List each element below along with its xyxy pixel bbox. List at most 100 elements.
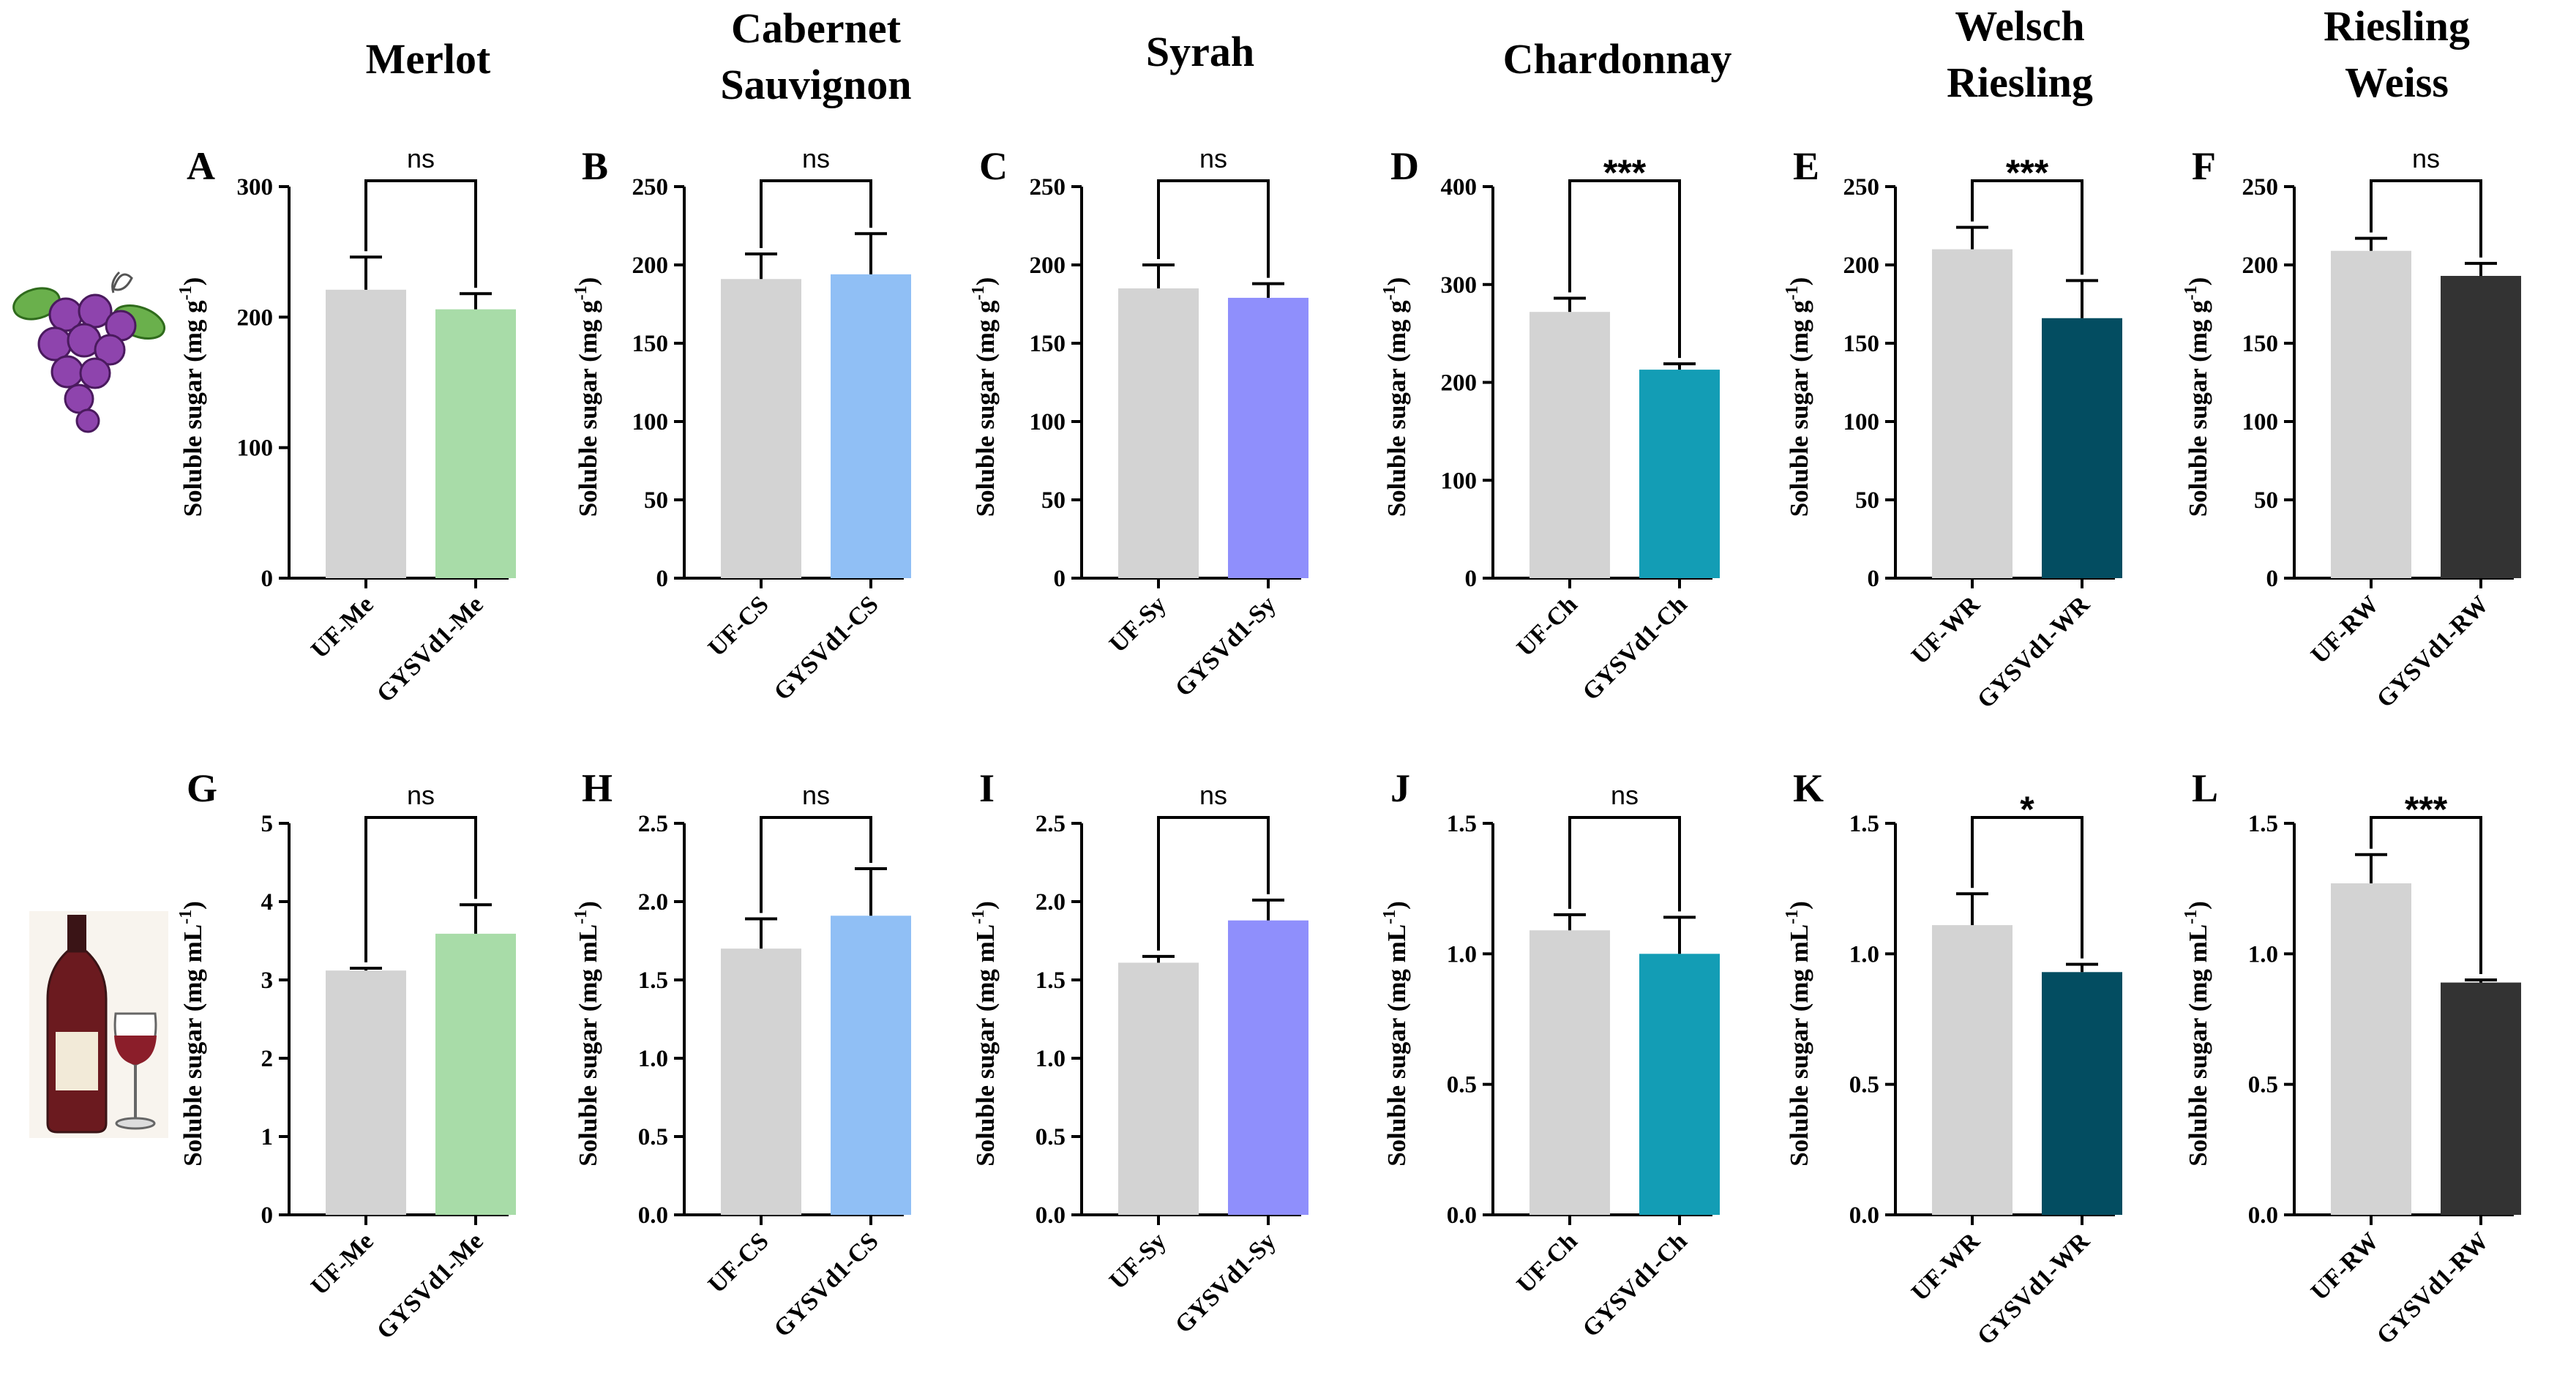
y-axis-label: Soluble sugar (mg g-1) (969, 277, 1000, 517)
panel-letter: G (187, 766, 217, 810)
bar-UF-Me (326, 970, 406, 1215)
grape-cluster-icon (12, 271, 166, 433)
bar-GYSVd1-RW (2441, 982, 2521, 1215)
y-tick-label: 1.5 (1447, 811, 1477, 837)
y-tick-label: 150 (1843, 331, 1880, 357)
panel-L: L Soluble sugar (mg mL-1) 0.0 0.5 1.0 1.5 UF-R… (2182, 766, 2521, 1350)
y-tick-label: 150 (1030, 331, 1066, 357)
wine-bottle-glass-icon (29, 911, 168, 1138)
y-tick-label: 1.0 (638, 1046, 668, 1072)
column-title-riesling-weiss: Riesling Weiss (2324, 2, 2470, 106)
y-axis-label: Soluble sugar (mg mL-1) (572, 901, 602, 1167)
significance-bracket (364, 816, 477, 962)
x-category-label: GYSVd1-Sy (1170, 591, 1281, 702)
y-axis-label: Soluble sugar (mg mL-1) (1783, 901, 1813, 1167)
bar-UF-WR (1932, 249, 2012, 578)
y-axis-label: Soluble sugar (mg g-1) (572, 277, 602, 517)
bar-GYSVd1-Ch (1639, 954, 1720, 1215)
significance-label: ns (1199, 143, 1227, 173)
y-tick-label: 2.0 (1036, 889, 1066, 916)
bar-GYSVd1-Me (435, 309, 516, 578)
y-tick-label: 150 (632, 331, 669, 357)
x-category-label: UF-Ch (1512, 591, 1583, 662)
panel-I: I Soluble sugar (mg mL-1) 0.0 0.5 1.0 1.5 2.0 2… (969, 766, 1308, 1339)
column-title-chardonnay: Chardonnay (1503, 35, 1732, 83)
panel-letter: E (1793, 144, 1819, 188)
y-tick-label: 0.5 (2248, 1072, 2278, 1098)
y-tick-label: 0.0 (1036, 1202, 1066, 1229)
x-category-label: UF-RW (2306, 1227, 2384, 1306)
y-tick-label: 250 (2242, 174, 2279, 201)
column-title-syrah: Syrah (1146, 28, 1254, 75)
x-category-label: UF-WR (1906, 1227, 1985, 1306)
y-tick-label: 1.5 (638, 967, 668, 994)
x-category-label: GYSVd1-WR (1972, 591, 2095, 714)
panel-C: C Soluble sugar (mg g-1) 0 50 100 150 200 250 UF… (969, 143, 1308, 702)
y-tick-label: 50 (1855, 487, 1879, 514)
y-tick-label: 50 (644, 487, 668, 514)
column-title-merlot: Merlot (366, 35, 491, 83)
bar-UF-WR (1932, 925, 2012, 1215)
column-title-cabernet-sauvignon: Cabernet Sauvignon (720, 4, 911, 108)
x-category-label: UF-RW (2306, 591, 2384, 669)
x-category-label: GYSVd1-WR (1972, 1227, 2095, 1350)
y-axis-label: Soluble sugar (mg mL-1) (2182, 901, 2212, 1167)
x-category-label: GYSVd1-Me (372, 591, 489, 708)
significance-label: ns (1199, 780, 1227, 810)
x-category-label: UF-CS (703, 591, 774, 662)
y-axis-label: Soluble sugar (mg g-1) (176, 277, 207, 517)
panel-F: F Soluble sugar (mg g-1) 0 50 100 150 200 250 UF… (2182, 143, 2521, 713)
row-icons (12, 271, 168, 1138)
y-axis-label: Soluble sugar (mg g-1) (1783, 277, 1813, 517)
significance-label: ns (802, 780, 830, 810)
y-axis-label: Soluble sugar (mg mL-1) (1380, 901, 1411, 1167)
significance-label: *** (2405, 789, 2448, 830)
bar-UF-Me (326, 289, 406, 578)
bar-UF-RW (2331, 250, 2411, 578)
significance-bracket (364, 179, 477, 288)
panel-letter: J (1390, 766, 1410, 810)
y-tick-label: 0.0 (1849, 1202, 1879, 1229)
x-category-label: UF-Me (306, 1227, 379, 1300)
y-tick-label: 1.5 (1036, 967, 1066, 994)
significance-label: ns (407, 780, 435, 810)
x-category-label: UF-Sy (1104, 591, 1172, 658)
y-tick-label: 100 (632, 409, 669, 435)
y-tick-label: 0.5 (638, 1124, 668, 1150)
x-category-label: UF-Sy (1104, 1227, 1172, 1295)
x-category-label: GYSVd1-CS (769, 591, 884, 705)
panel-letter: D (1390, 144, 1419, 188)
significance-label: *** (2006, 152, 2049, 193)
significance-bracket (2370, 816, 2482, 974)
panel-letter: F (2192, 144, 2216, 188)
significance-bracket (1157, 179, 1270, 278)
bar-UF-Sy (1118, 962, 1199, 1215)
y-tick-label: 400 (1441, 174, 1478, 201)
panel-letter: B (582, 144, 608, 188)
y-axis-label: Soluble sugar (mg g-1) (1380, 277, 1411, 517)
y-tick-label: 50 (2254, 487, 2278, 514)
panel-E: E Soluble sugar (mg g-1) 0 50 100 150 200 250 UF… (1783, 144, 2122, 714)
x-category-label: UF-CS (703, 1227, 774, 1298)
y-tick-label: 200 (632, 252, 669, 279)
y-tick-label: 0 (656, 566, 669, 592)
bar-UF-CS (721, 279, 801, 578)
y-tick-label: 0.0 (2248, 1202, 2278, 1229)
y-tick-label: 250 (632, 174, 669, 201)
y-tick-label: 0 (1868, 566, 1880, 592)
significance-bracket (760, 179, 872, 249)
y-tick-label: 150 (2242, 331, 2279, 357)
x-category-label: GYSVd1-Ch (1578, 1227, 1693, 1342)
column-titles: Merlot Cabernet Sauvignon Syrah Chardonnay We… (366, 2, 2470, 108)
bar-GYSVd1-Sy (1228, 297, 1308, 578)
x-category-label: GYSVd1-RW (2372, 591, 2494, 713)
y-tick-label: 100 (1441, 468, 1478, 494)
y-tick-label: 1.0 (1849, 941, 1879, 967)
y-tick-label: 100 (1843, 409, 1880, 435)
y-tick-label: 0 (1054, 566, 1066, 592)
y-tick-label: 300 (1441, 272, 1478, 299)
panel-K: K Soluble sugar (mg mL-1) 0.0 0.5 1.0 1.5 UF-W… (1783, 766, 2122, 1350)
y-tick-label: 0.0 (638, 1202, 668, 1229)
panel-letter: I (979, 766, 995, 810)
y-tick-label: 1.5 (1849, 811, 1879, 837)
